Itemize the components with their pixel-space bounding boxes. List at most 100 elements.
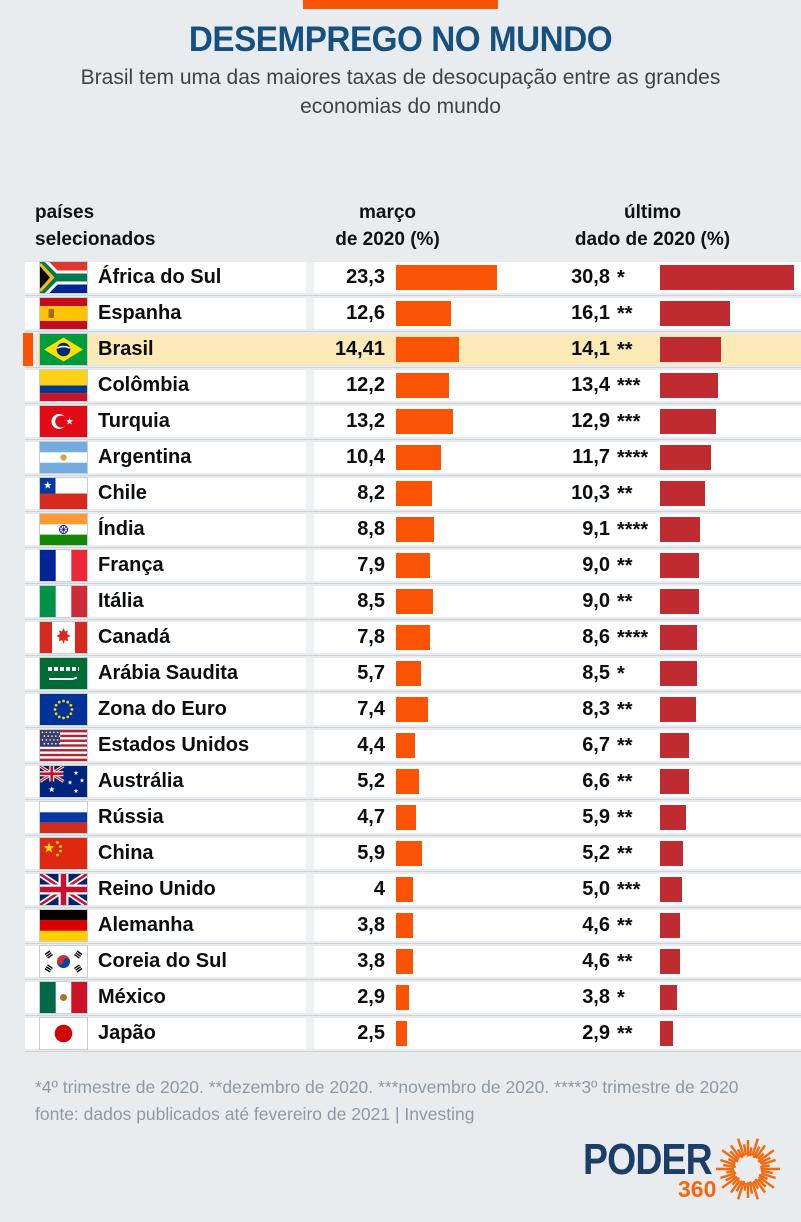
- march-2020-value: 4,4: [357, 734, 385, 756]
- latest-2020-value: 2,9: [582, 1022, 610, 1044]
- latest-2020-bar: [660, 265, 794, 290]
- table-row-cn: China 5,9 5,2 **: [25, 837, 801, 872]
- march-2020-value: 5,7: [357, 662, 385, 684]
- footnote-asterisks: *: [617, 663, 625, 685]
- country-name: Zona do Euro: [98, 698, 227, 720]
- latest-2020-bar: [660, 733, 689, 758]
- march-2020-value: 2,9: [357, 986, 385, 1008]
- column-header-march-line1: março: [358, 202, 417, 223]
- latest-2020-value: 9,0: [582, 590, 610, 612]
- page-subtitle: Brasil tem uma das maiores taxas de deso…: [80, 66, 721, 118]
- logo-360-text: 360: [678, 1176, 717, 1202]
- cell-divider: [306, 838, 314, 869]
- column-header-countries-line1: países: [35, 202, 95, 223]
- march-2020-value: 14,41: [334, 338, 385, 360]
- latest-2020-bar: [660, 1021, 673, 1046]
- column-header-latest-line2: dado de 2020 (%): [574, 229, 731, 250]
- country-flag-icon: [39, 477, 88, 510]
- march-2020-value: 7,8: [357, 626, 385, 648]
- country-name: Rússia: [98, 806, 164, 828]
- country-name: Canadá: [98, 626, 171, 648]
- march-2020-bar: [396, 661, 421, 686]
- table-row-it: Itália 8,5 9,0 **: [25, 585, 801, 620]
- march-2020-bar: [396, 445, 441, 470]
- cell-divider: [306, 946, 314, 977]
- footnote-asterisks: **: [617, 1023, 633, 1045]
- latest-2020-value: 8,5: [582, 662, 610, 684]
- country-name: África do Sul: [98, 266, 222, 288]
- march-2020-bar: [396, 949, 413, 974]
- column-header-countries-line2: selecionados: [35, 229, 156, 250]
- march-2020-bar: [396, 589, 433, 614]
- top-accent-bar: [303, 0, 498, 9]
- footnote-asterisks: ****: [617, 627, 649, 649]
- country-name: Argentina: [98, 446, 192, 468]
- latest-2020-bar: [660, 409, 716, 434]
- footnote-asterisks: *: [617, 987, 625, 1009]
- table-row-jp: Japão 2,5 2,9 **: [25, 1017, 801, 1052]
- column-header-march: março de 2020 (%): [295, 199, 480, 253]
- table-row-us: Estados Unidos 4,4 6,7 **: [25, 729, 801, 764]
- table-row-in: Índia 8,8 9,1 ****: [25, 513, 801, 548]
- country-name: Turquia: [98, 410, 170, 432]
- latest-2020-value: 6,7: [582, 734, 610, 756]
- country-name: China: [98, 842, 154, 864]
- cell-divider: [306, 550, 314, 581]
- march-2020-value: 7,9: [357, 554, 385, 576]
- country-flag-icon: [39, 729, 88, 762]
- country-flag-icon: [39, 909, 88, 942]
- footnote-asterisks: ***: [617, 411, 641, 433]
- march-2020-value: 4,7: [357, 806, 385, 828]
- table-row-ru: Rússia 4,7 5,9 **: [25, 801, 801, 836]
- footnote-asterisks: **: [617, 483, 633, 505]
- cell-divider: [306, 406, 314, 437]
- footnote-asterisks: **: [617, 807, 633, 829]
- footnote-asterisks: **: [617, 915, 633, 937]
- column-header-march-line2: de 2020 (%): [335, 229, 440, 250]
- country-name: Itália: [98, 590, 144, 612]
- march-2020-bar: [396, 985, 409, 1010]
- latest-2020-value: 13,4: [571, 374, 610, 396]
- latest-2020-bar: [660, 805, 686, 830]
- country-name: Estados Unidos: [98, 734, 250, 756]
- country-name: Arábia Saudita: [98, 662, 239, 684]
- latest-2020-value: 3,8: [582, 986, 610, 1008]
- march-2020-value: 8,2: [357, 482, 385, 504]
- country-name: Brasil: [98, 338, 154, 360]
- march-2020-bar: [396, 373, 449, 398]
- cell-divider: [306, 730, 314, 761]
- march-2020-bar: [396, 517, 434, 542]
- page-title: DESEMPREGO NO MUNDO: [188, 20, 613, 59]
- table-row-br: Brasil 14,41 14,1 **: [23, 333, 801, 368]
- latest-2020-bar: [660, 445, 711, 470]
- latest-2020-bar: [660, 913, 680, 938]
- latest-2020-value: 4,6: [582, 914, 610, 936]
- march-2020-value: 10,4: [346, 446, 385, 468]
- footnote-asterisks: **: [617, 339, 633, 361]
- march-2020-value: 2,5: [357, 1022, 385, 1044]
- latest-2020-bar: [660, 517, 700, 542]
- cell-divider: [306, 982, 314, 1013]
- country-name: Coreia do Sul: [98, 950, 227, 972]
- latest-2020-value: 14,1: [571, 338, 610, 360]
- march-2020-bar: [396, 841, 422, 866]
- march-2020-value: 8,5: [357, 590, 385, 612]
- country-flag-icon: [39, 981, 88, 1014]
- latest-2020-value: 9,1: [582, 518, 610, 540]
- country-table: África do Sul 23,3 30,8 * Espanha 12,6 1…: [23, 261, 801, 1056]
- footnote-asterisks: **: [617, 735, 633, 757]
- march-2020-value: 3,8: [357, 950, 385, 972]
- cell-divider: [306, 370, 314, 401]
- table-row-tr: Turquia 13,2 12,9 ***: [25, 405, 801, 440]
- country-name: Espanha: [98, 302, 182, 324]
- latest-2020-bar: [660, 625, 697, 650]
- footnote-asterisks: ***: [617, 375, 641, 397]
- latest-2020-value: 11,7: [572, 446, 610, 468]
- latest-2020-value: 8,3: [582, 698, 610, 720]
- country-flag-icon: [39, 513, 88, 546]
- march-2020-bar: [396, 733, 415, 758]
- table-row-ar: Argentina 10,4 11,7 ****: [25, 441, 801, 476]
- latest-2020-value: 5,9: [582, 806, 610, 828]
- country-name: França: [98, 554, 164, 576]
